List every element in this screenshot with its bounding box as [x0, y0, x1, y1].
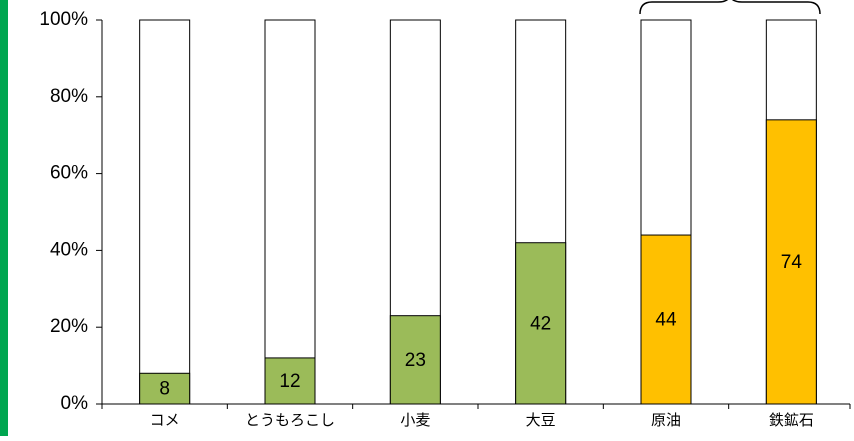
- x-tick-label: 大豆: [526, 412, 556, 429]
- y-tick-label: 100%: [39, 9, 88, 30]
- data-label: 44: [655, 310, 677, 331]
- data-label: 8: [159, 379, 170, 400]
- side-stripe: [0, 0, 8, 436]
- x-tick-label: コメ: [150, 412, 180, 429]
- x-tick-label: とうもろこし: [245, 412, 335, 429]
- y-tick-label: 0%: [61, 393, 89, 414]
- bar-background: [140, 20, 190, 404]
- data-label: 74: [781, 252, 803, 273]
- data-label: 12: [279, 371, 300, 392]
- data-label: 42: [530, 313, 551, 334]
- bar-background: [265, 20, 315, 404]
- y-tick-label: 20%: [50, 316, 88, 337]
- data-label: 23: [405, 350, 426, 371]
- bracket: [640, 0, 820, 14]
- x-tick-label: 原油: [651, 412, 681, 429]
- chart: 0% 20% 40% 60% 80% 100% 8 コメ 12 とうもろこし 23 小麦 42 大豆 44 原…: [0, 0, 854, 436]
- y-tick-label: 80%: [50, 86, 88, 107]
- y-tick-label: 60%: [50, 163, 88, 184]
- page: {"chart_data": { "type": "bar", "categor…: [0, 0, 854, 436]
- x-tick-label: 小麦: [400, 412, 430, 429]
- x-tick-label: 鉄鉱石: [769, 411, 814, 429]
- y-tick-label: 40%: [50, 239, 88, 260]
